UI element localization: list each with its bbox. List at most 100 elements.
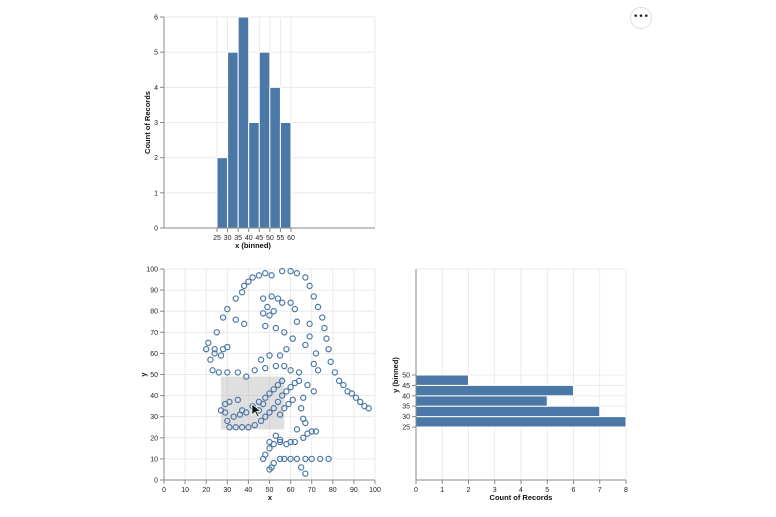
scatter-point [314,367,322,374]
scatter-point [272,432,280,439]
y-histogram-bar [415,416,627,428]
scatter-point [224,343,231,351]
scatter-point [310,360,318,368]
scatter-point [224,417,231,425]
scatter-point [259,295,267,302]
y-tick-label: 100 [146,267,158,274]
scatter-point [224,305,231,313]
scatter-point [266,438,273,446]
scatter-point [215,369,223,376]
x-histogram-bar [269,86,281,229]
scatter-point [219,314,227,321]
scatter-point [335,377,343,385]
scatter-point [251,367,258,374]
actions-menu-button[interactable]: ••• [630,7,652,29]
scatter-point [306,333,313,340]
mouse-cursor-icon [251,403,262,418]
scatter-point [340,381,347,389]
scatter-point [221,409,229,416]
x-tick-label: 55 [277,235,285,242]
scatter-point [245,278,252,285]
scatter-point [262,270,269,277]
scatter-point [238,424,246,431]
scatter-point [348,390,355,397]
x-tick-label: 5 [545,487,549,494]
scatter-point [238,289,246,296]
scatter-point [289,396,296,404]
y-axis-title: y [139,372,148,377]
y-tick-label: 25 [402,425,410,432]
scatter-point [287,367,294,374]
scatter-point [270,386,277,393]
y-tick-label: 20 [150,435,158,442]
scatter-point [232,316,239,323]
scatter-point [295,369,303,376]
scatter-point [283,388,290,395]
scatter-point [276,436,284,444]
scatter-point [232,424,239,431]
scatter-point [262,364,269,372]
x-tick-label: 40 [245,235,253,242]
scatter-point [259,310,267,317]
x-axis-title: Count of Records [490,493,553,502]
scatter-point [221,400,229,408]
scatter-point [234,369,242,376]
x-tick-label: 25 [213,235,221,242]
x-tick-label: 8 [624,487,628,494]
scatter-point [251,421,258,429]
scatter-point [300,434,307,441]
scatter-point [281,362,288,370]
scatter-point [291,305,299,313]
y-histogram-bar [415,405,601,418]
scatter-point [357,398,364,406]
scatter-point [240,320,248,328]
scatter-point [308,428,315,435]
scatter-point [245,424,252,431]
scatter-point [232,295,239,302]
scatter-point [255,272,263,279]
scatter-point [274,381,282,389]
scatter-point [327,358,334,366]
scatter-point [230,413,237,420]
x-tick-label: 1 [440,487,444,494]
scatter-point [274,398,282,406]
scatter-point [266,312,273,319]
x-tick-label: 90 [350,487,358,494]
scatter-point [310,388,318,395]
scatter-point [331,369,339,376]
scatter-point [262,394,269,401]
scatter-plot-chart[interactable]: 0 10 20 30 40 50 60 70 80 90 100 0 10 20 30 40 50 60 70 80 9… [139,267,381,503]
scatter-point [295,377,303,385]
scatter-point [297,405,305,412]
scatter-point [226,424,233,431]
scatter-point [211,350,218,357]
y-tick-label: 0 [154,226,158,233]
scatter-point [302,470,309,477]
scatter-point [293,455,301,463]
scatter-point [302,419,309,427]
scatter-point [310,293,318,300]
scatter-point [319,314,326,321]
x-histogram-bar [258,51,271,229]
x-tick-label: 35 [234,235,242,242]
scatter-point [224,369,231,376]
scatter-point [297,464,305,471]
scatter-point [243,373,250,380]
scatter-point [266,352,273,359]
y-tick-label: 4 [154,85,158,92]
y-tick-label: 40 [402,393,410,400]
scatter-point [306,282,313,290]
x-tick-label: 20 [202,487,210,494]
y-axis-title: Count of Records [143,91,152,154]
scatter-point [287,299,294,306]
y-tick-label: 50 [402,373,410,380]
y-tick-label: 70 [150,330,158,337]
scatter-point [266,390,273,397]
scatter-point [291,438,299,446]
scatter-point [289,335,296,342]
x-histogram-bar [216,157,229,229]
scatter-point [278,267,286,275]
x-tick-label: 60 [287,235,295,242]
scatter-point [270,405,277,412]
y-tick-label: 90 [150,288,158,295]
